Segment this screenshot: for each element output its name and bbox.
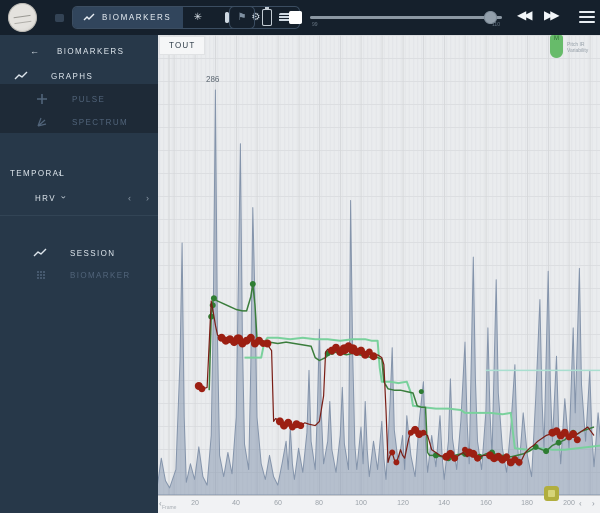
sidebar-item-session[interactable]: SESSION xyxy=(0,243,158,263)
sparkle-icon: ✳ xyxy=(193,12,203,23)
spectrum-icon xyxy=(37,117,47,127)
hrv-prev-button[interactable]: ‹ xyxy=(128,193,133,203)
view-switcher: BIOMARKERS ✳ ⚙ xyxy=(72,6,301,29)
fast-forward-button[interactable]: ▶▶ xyxy=(544,8,560,22)
chevron-right-icon: › xyxy=(58,168,63,178)
chart-icon xyxy=(14,71,28,80)
sidebar-item-graphs[interactable]: GRAPHS xyxy=(0,66,158,86)
list-view-button[interactable] xyxy=(270,7,299,28)
sidebar-back-biomarkers[interactable]: ← BIOMARKERS xyxy=(0,41,158,61)
marker-pin-glyph: M xyxy=(554,36,559,42)
sidebar-divider xyxy=(0,215,158,216)
top-toolbar: BIOMARKERS ✳ ⚙ ⚑ 99 110 ◀◀ ▶▶ xyxy=(0,0,600,35)
sidebar-item-hrv-label: HRV xyxy=(35,193,56,203)
chart-tab-tout[interactable]: TOUT xyxy=(160,37,205,54)
chart-plot[interactable]: 286 xyxy=(158,35,600,495)
gear-icon: ⚙ xyxy=(251,12,261,23)
person-icon xyxy=(224,12,229,23)
hrv-next-button[interactable]: › xyxy=(146,193,151,203)
slider-track[interactable] xyxy=(310,16,502,19)
sidebar-item-pulse-label: PULSE xyxy=(72,94,106,104)
sidebar: ← BIOMARKERS GRAPHS PULSE SPECTRUM xyxy=(0,35,158,513)
settings-button[interactable]: ⚙ xyxy=(241,7,270,28)
x-axis-tick: 80 xyxy=(315,500,323,507)
grid-icon xyxy=(36,270,46,280)
x-axis-tick: 180 xyxy=(521,500,533,507)
x-axis-tick: 120 xyxy=(397,500,409,507)
badge-glyph xyxy=(548,490,555,497)
x-axis-tick: 40 xyxy=(232,500,240,507)
pulse-icon xyxy=(37,94,47,104)
slider-max-label: 110 xyxy=(492,22,500,28)
app-logo xyxy=(8,3,37,32)
axis-scroll-left-icon[interactable]: ‹ xyxy=(159,499,162,508)
graphs-submenu: PULSE SPECTRUM xyxy=(0,84,158,133)
sidebar-item-biomarker-label: BIOMARKER xyxy=(70,270,131,280)
back-arrow-icon: ← xyxy=(30,46,41,56)
chart-canvas xyxy=(158,89,600,495)
hamburger-menu-button[interactable] xyxy=(579,11,595,23)
slider-min-label: 99 xyxy=(312,22,318,28)
chart-tab-label: TOUT xyxy=(169,41,196,50)
x-axis: Frame ‹ ‹ › 20 40 60 80 100 120 140 160 180 200 xyxy=(158,495,600,513)
tab-biomarkers[interactable]: BIOMARKERS xyxy=(73,7,184,28)
battery-icon xyxy=(262,7,272,26)
x-axis-tick: 20 xyxy=(191,500,199,507)
sidebar-back-label: BIOMARKERS xyxy=(57,46,125,56)
axis-scroll-prev-icon[interactable]: ‹ xyxy=(579,499,582,508)
sidebar-item-temporal-label: TEMPORAL xyxy=(10,168,66,178)
sidebar-item-biomarker[interactable]: BIOMARKER xyxy=(0,265,158,285)
x-axis-tick: 140 xyxy=(438,500,450,507)
x-axis-tick: 100 xyxy=(355,500,367,507)
sparkle-button[interactable]: ✳ xyxy=(183,7,212,28)
rewind-button[interactable]: ◀◀ xyxy=(517,8,533,22)
marker-pin[interactable]: M xyxy=(550,35,563,58)
trend-icon xyxy=(83,13,95,21)
flag-icon: ⚑ xyxy=(237,12,247,23)
peak-value-label: 286 xyxy=(206,75,220,84)
sidebar-item-graphs-label: GRAPHS xyxy=(51,71,94,81)
sidebar-item-spectrum[interactable]: SPECTRUM xyxy=(0,112,158,132)
playback-slider[interactable]: 99 110 xyxy=(308,0,506,35)
x-axis-tick: 200 xyxy=(563,500,575,507)
rows-icon xyxy=(278,13,291,22)
person-button[interactable] xyxy=(212,7,241,28)
session-chart-icon xyxy=(33,248,47,257)
collapse-toggle-icon[interactable] xyxy=(55,14,64,22)
stop-button[interactable] xyxy=(289,11,302,24)
chevron-down-icon: › xyxy=(59,195,70,201)
sidebar-item-temporal[interactable]: TEMPORAL › xyxy=(0,163,158,183)
axis-marker-badge[interactable] xyxy=(544,486,559,501)
flag-button[interactable]: ⚑ xyxy=(229,6,255,29)
sidebar-item-pulse[interactable]: PULSE xyxy=(0,89,158,109)
axis-scroll-right-icon[interactable]: › xyxy=(592,499,595,508)
slider-handle[interactable] xyxy=(484,11,497,24)
x-axis-tick: 160 xyxy=(480,500,492,507)
sidebar-item-hrv[interactable]: HRV › ‹ › xyxy=(0,188,158,208)
x-axis-unit-label: Frame xyxy=(162,505,177,511)
marker-pin-label: Pitch IR Variability xyxy=(567,42,589,54)
x-axis-tick: 60 xyxy=(274,500,282,507)
sidebar-item-session-label: SESSION xyxy=(70,248,116,258)
sidebar-item-spectrum-label: SPECTRUM xyxy=(72,117,129,127)
chart-area: 286 TOUT M Pitch IR Variability Frame ‹ … xyxy=(158,35,600,513)
tab-biomarkers-label: BIOMARKERS xyxy=(102,13,172,22)
